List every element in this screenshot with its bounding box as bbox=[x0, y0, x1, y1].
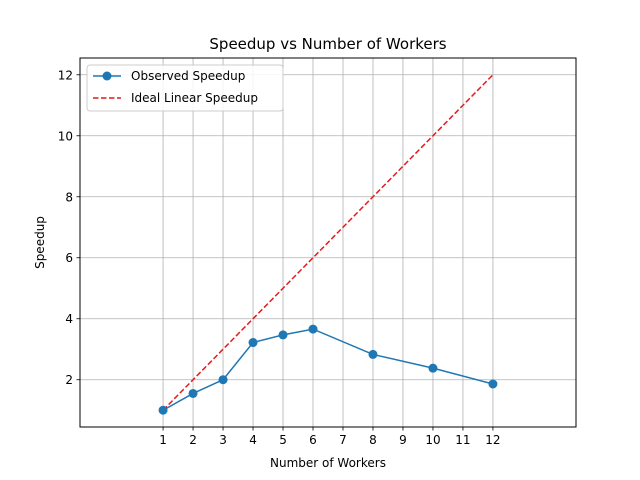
ideal-line bbox=[162, 74, 494, 411]
chart-title: Speedup vs Number of Workers bbox=[209, 35, 446, 53]
observed-data-point bbox=[278, 330, 288, 340]
legend-box bbox=[86, 64, 284, 112]
y-tick-label: 10 bbox=[58, 129, 73, 143]
legend: Observed Speedup Ideal Linear Speedup bbox=[86, 64, 284, 112]
y-tick-label: 12 bbox=[58, 68, 73, 82]
x-tick-label: 8 bbox=[369, 433, 377, 447]
plot-frame bbox=[79, 57, 577, 428]
observed-data-point bbox=[248, 338, 258, 348]
y-axis-label: Speedup bbox=[33, 216, 47, 269]
y-tick-label: 2 bbox=[65, 373, 73, 387]
y-axis-ticks: 2 4 6 8 10 12 bbox=[58, 68, 80, 387]
observed-data-point bbox=[368, 349, 378, 359]
x-tick-label: 9 bbox=[399, 433, 407, 447]
y-tick-label: 6 bbox=[65, 251, 73, 265]
x-tick-label: 10 bbox=[425, 433, 440, 447]
observed-data-point bbox=[158, 405, 168, 415]
observed-data-point bbox=[308, 324, 318, 334]
y-tick-label: 4 bbox=[65, 312, 73, 326]
x-axis-ticks: 1 2 3 4 5 6 7 8 9 10 11 12 bbox=[159, 427, 501, 447]
x-tick-label: 6 bbox=[309, 433, 317, 447]
x-tick-label: 4 bbox=[249, 433, 257, 447]
x-tick-label: 5 bbox=[279, 433, 287, 447]
y-tick-label: 8 bbox=[65, 190, 73, 204]
legend-observed-marker bbox=[102, 71, 112, 81]
x-tick-label: 3 bbox=[219, 433, 227, 447]
x-axis-label: Number of Workers bbox=[270, 456, 386, 470]
x-tick-label: 7 bbox=[339, 433, 347, 447]
observed-data-point bbox=[218, 375, 228, 385]
observed-data-point bbox=[428, 363, 438, 373]
ideal-speedup-line bbox=[162, 74, 494, 411]
x-tick-label: 11 bbox=[455, 433, 470, 447]
legend-observed-label: Observed Speedup bbox=[131, 69, 245, 83]
observed-markers bbox=[158, 324, 498, 415]
x-tick-label: 12 bbox=[485, 433, 500, 447]
x-tick-label: 1 bbox=[159, 433, 167, 447]
x-tick-label: 2 bbox=[189, 433, 197, 447]
observed-data-point bbox=[188, 388, 198, 398]
observed-data-point bbox=[488, 379, 498, 389]
legend-ideal-label: Ideal Linear Speedup bbox=[131, 91, 258, 105]
